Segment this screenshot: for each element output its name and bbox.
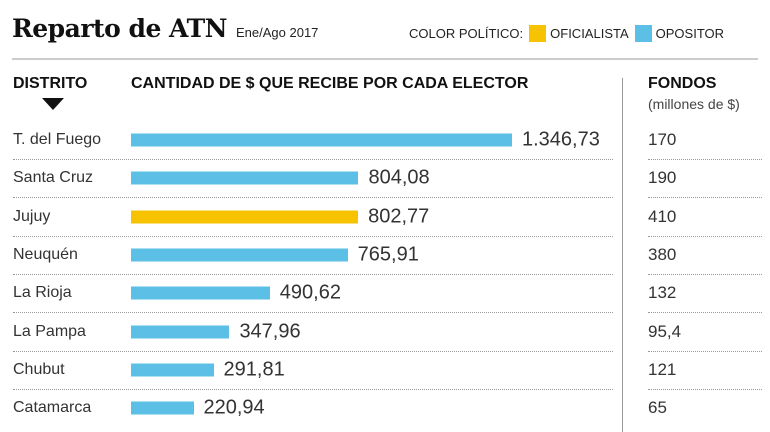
row-divider: [13, 273, 613, 275]
district-label: Santa Cruz: [13, 169, 94, 187]
funds-value: 190: [648, 168, 677, 188]
row-divider: [13, 312, 613, 314]
district-label: Jujuy: [13, 207, 51, 225]
bar: [131, 401, 194, 415]
district-label: T. del Fuego: [13, 131, 102, 148]
row-divider: [13, 235, 613, 237]
amount-header: CANTIDAD DE $ QUE RECIBE POR CADA ELECTO…: [131, 75, 529, 92]
value-label: 804,08: [368, 166, 430, 189]
bar: [131, 286, 270, 300]
value-label: 802,77: [368, 205, 430, 228]
value-label: 490,62: [279, 281, 341, 304]
bar: [131, 210, 359, 224]
bar: [131, 248, 348, 262]
value-label: 765,91: [357, 243, 419, 266]
district-label: Neuquén: [13, 245, 78, 263]
row-divider: [13, 388, 613, 390]
legend: COLOR POLÍTICO: OFICIALISTA OPOSITOR: [409, 25, 724, 42]
sort-descending-icon: [42, 98, 64, 110]
legend-title: COLOR POLÍTICO:: [409, 26, 524, 41]
value-label: 291,81: [223, 358, 285, 381]
legend-swatch-oficialista: [529, 25, 547, 42]
column-divider: [622, 78, 623, 432]
row-divider: [13, 350, 613, 352]
funds-unit: (millones de $): [648, 96, 740, 112]
bar: [131, 363, 214, 377]
funds-row-divider: [648, 350, 762, 352]
legend-label-oficialista: OFICIALISTA: [550, 26, 629, 41]
funds-value: 95,4: [648, 321, 682, 341]
chart-subtitle: Ene/Ago 2017: [236, 25, 319, 40]
funds-row-divider: [648, 159, 762, 160]
funds-row-divider: [648, 235, 762, 237]
chart-title: Reparto de ATN: [12, 14, 228, 43]
district-label: La Pampa: [13, 322, 86, 340]
district-header: DISTRITO: [13, 75, 88, 92]
funds-row-divider: [648, 312, 762, 314]
funds-value: 65: [648, 398, 667, 418]
value-label: 347,96: [239, 320, 301, 342]
funds-value: 132: [648, 283, 677, 303]
funds-row-divider: [648, 388, 762, 390]
value-label: 1.346,73: [522, 128, 600, 151]
district-label: La Rioja: [13, 284, 72, 302]
funds-row-divider: [648, 273, 762, 275]
funds-value: 170: [648, 130, 677, 149]
funds-value: 121: [648, 359, 677, 379]
bar: [131, 171, 359, 185]
funds-value: 410: [648, 206, 677, 226]
row-divider: [13, 159, 613, 160]
funds-row-divider: [648, 197, 762, 199]
bar: [131, 133, 512, 147]
row-divider: [13, 197, 613, 199]
legend-swatch-opositor: [634, 25, 652, 42]
funds-value: 380: [648, 244, 677, 264]
district-label: Catamarca: [13, 399, 92, 417]
header-divider: [12, 58, 758, 60]
legend-label-opositor: OPOSITOR: [655, 26, 725, 41]
bar: [131, 325, 230, 338]
funds-header: FONDOS: [648, 75, 717, 92]
value-label: 220,94: [203, 396, 265, 419]
district-label: Chubut: [13, 360, 65, 378]
